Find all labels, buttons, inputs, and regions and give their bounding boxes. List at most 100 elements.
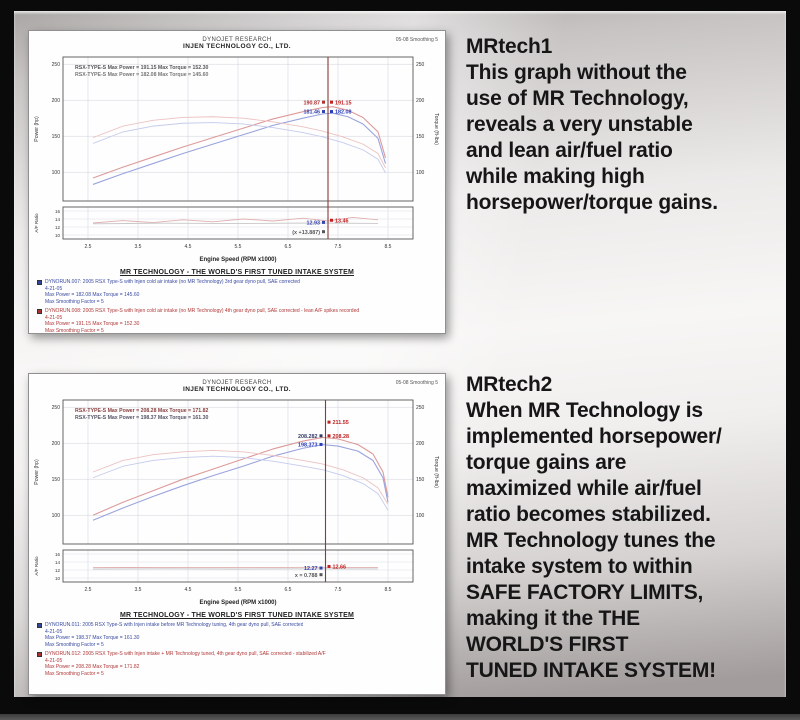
svg-text:4.5: 4.5 (185, 244, 192, 250)
svg-text:211.55: 211.55 (333, 420, 349, 426)
svg-text:A/F Ratio: A/F Ratio (34, 213, 39, 233)
chart-company-title: INJEN TECHNOLOGY CO., LTD. (182, 43, 292, 50)
dyno-chart-panel-1: DYNOJET RESEARCH INJEN TECHNOLOGY CO., L… (28, 30, 446, 334)
svg-text:Power (hp): Power (hp) (34, 116, 40, 142)
legend-text-lines: DYNORUN.011: 2005 RSX Type-S with Injen … (45, 622, 303, 648)
mrtech2-text: When MR Technology is implemented horsep… (466, 399, 722, 682)
svg-text:12.27: 12.27 (304, 566, 318, 572)
svg-text:100: 100 (416, 170, 425, 176)
mrtech1-text: This graph without the use of MR Technol… (466, 61, 718, 214)
svg-text:181.46: 181.46 (304, 110, 321, 116)
legend-line: DYNORUN.011: 2005 RSX Type-S with Injen … (45, 622, 304, 628)
svg-text:150: 150 (416, 134, 425, 140)
svg-text:12.66: 12.66 (333, 565, 347, 571)
legend-line: 4-21-05 (45, 285, 63, 292)
legend-line: Max Smoothing Factor = 5 (45, 641, 104, 648)
legend-line: Max Smoothing Factor = 5 (45, 327, 104, 334)
chart-header: DYNOJET RESEARCH INJEN TECHNOLOGY CO., L… (29, 374, 445, 398)
bottom-border-strip (0, 714, 800, 720)
legend-line: DYNORUN.008: 2005 RSX Type-S with Injen … (45, 308, 360, 314)
svg-text:RSX-TYPE-S Max Power = 191.15: RSX-TYPE-S Max Power = 191.15 Max Torque… (75, 65, 209, 71)
svg-text:6.5: 6.5 (285, 244, 292, 250)
svg-text:RSX-TYPE-S Max Power = 182.08: RSX-TYPE-S Max Power = 182.08 Max Torque… (75, 72, 209, 78)
svg-text:(x +13.887): (x +13.887) (292, 230, 320, 236)
svg-text:Power (hp): Power (hp) (34, 459, 40, 485)
legend-line: Max Power = 191.15 Max Torque = 152.30 (45, 321, 140, 327)
legend-marker-swatch (37, 309, 42, 314)
svg-text:Torque (ft-lbs): Torque (ft-lbs) (433, 456, 439, 488)
svg-text:16: 16 (55, 552, 61, 557)
mrtech2-block: MRtech2 When MR Technology is implemente… (466, 372, 792, 684)
chart-caption: MR TECHNOLOGY - THE WORLD'S FIRST TUNED … (119, 269, 355, 276)
footer-legend-row: DYNORUN.007: 2005 RSX Type-S with Injen … (37, 279, 437, 305)
legend-text-lines: DYNORUN.008: 2005 RSX Type-S with Injen … (45, 308, 359, 334)
svg-text:8.5: 8.5 (385, 587, 392, 593)
svg-text:150: 150 (52, 477, 61, 483)
footer-legend-row: DYNORUN.008: 2005 RSX Type-S with Injen … (37, 308, 437, 334)
svg-text:198.373: 198.373 (298, 443, 318, 449)
svg-text:200: 200 (52, 441, 61, 447)
dyno-vendor-title: DYNOJET RESEARCH (202, 37, 272, 43)
svg-text:Torque (ft-lbs): Torque (ft-lbs) (433, 113, 439, 145)
svg-text:250: 250 (416, 405, 425, 411)
svg-text:100: 100 (52, 513, 61, 519)
svg-text:Engine Speed (RPM x1000): Engine Speed (RPM x1000) (199, 600, 276, 606)
legend-marker-swatch (37, 652, 42, 657)
svg-text:A/F Ratio: A/F Ratio (34, 556, 39, 576)
svg-text:5.5: 5.5 (235, 587, 242, 593)
svg-text:2.5: 2.5 (85, 244, 92, 250)
svg-text:6.5: 6.5 (285, 587, 292, 593)
svg-text:150: 150 (52, 134, 61, 140)
svg-text:16: 16 (55, 209, 61, 214)
svg-text:208.282: 208.282 (298, 434, 318, 440)
svg-text:8.5: 8.5 (385, 244, 392, 250)
svg-text:2.5: 2.5 (85, 587, 92, 593)
svg-text:250: 250 (52, 405, 61, 411)
dyno-chart-panel-2: DYNOJET RESEARCH INJEN TECHNOLOGY CO., L… (28, 373, 446, 695)
svg-text:200: 200 (416, 98, 425, 104)
dyno-plot-svg: 2.5 3.5 4.5 5.5 6.5 7.5 8.5 100 100 150 150 200 200 2… (34, 56, 439, 263)
legend-marker-swatch (37, 623, 42, 628)
svg-text:250: 250 (416, 62, 425, 68)
svg-text:182.08: 182.08 (335, 110, 352, 116)
svg-text:10: 10 (55, 576, 61, 581)
legend-line: DYNORUN.012: 2005 RSX Type-S with Injen … (45, 651, 326, 657)
svg-text:250: 250 (52, 62, 61, 68)
legend-line: 4-21-05 (45, 628, 63, 635)
legend-line: 4-21-05 (45, 657, 63, 664)
legend-text-lines: DYNORUN.007: 2005 RSX Type-S with Injen … (45, 279, 300, 305)
svg-text:5.5: 5.5 (235, 244, 242, 250)
svg-text:7.5: 7.5 (335, 244, 342, 250)
legend-marker-swatch (37, 280, 42, 285)
svg-text:13.46: 13.46 (335, 218, 349, 224)
svg-text:7.5: 7.5 (335, 587, 342, 593)
legend-line: DYNORUN.007: 2005 RSX Type-S with Injen … (45, 279, 300, 285)
chart-footer-legends: DYNORUN.007: 2005 RSX Type-S with Injen … (29, 279, 445, 334)
chart-company-title: INJEN TECHNOLOGY CO., LTD. (182, 386, 292, 393)
legend-line: Max Smoothing Factor = 5 (45, 298, 104, 305)
legend-line: Max Power = 198.37 Max Torque = 161.30 (45, 635, 140, 641)
legend-line: Max Power = 208.28 Max Torque = 171.82 (45, 664, 140, 670)
chart-caption: MR TECHNOLOGY - THE WORLD'S FIRST TUNED … (119, 612, 355, 619)
svg-text:3.5: 3.5 (135, 244, 142, 250)
svg-text:200: 200 (416, 441, 425, 447)
svg-text:RSX-TYPE-S Max Power = 208.28: RSX-TYPE-S Max Power = 208.28 Max Torque… (75, 408, 209, 414)
svg-text:RSX-TYPE-S Max Power = 198.37: RSX-TYPE-S Max Power = 198.37 Max Torque… (75, 415, 209, 421)
metallic-background: DYNOJET RESEARCH INJEN TECHNOLOGY CO., L… (14, 11, 786, 697)
chart-header: DYNOJET RESEARCH INJEN TECHNOLOGY CO., L… (29, 31, 445, 55)
legend-text-lines: DYNORUN.012: 2005 RSX Type-S with Injen … (45, 651, 326, 677)
mrtech2-heading: MRtech2 (466, 373, 553, 396)
svg-text:191.15: 191.15 (335, 100, 352, 106)
legend-line: 4-21-05 (45, 314, 63, 321)
svg-text:3.5: 3.5 (135, 587, 142, 593)
svg-text:10: 10 (55, 233, 61, 238)
dyno-vendor-title: DYNOJET RESEARCH (202, 380, 272, 386)
mrtech1-heading: MRtech1 (466, 35, 553, 58)
smoothing-note: 05-08 Smoothing 5 (395, 37, 438, 43)
smoothing-note: 05-08 Smoothing 5 (395, 380, 438, 386)
svg-text:x = 0.788: x = 0.788 (295, 573, 318, 579)
svg-text:12: 12 (55, 568, 61, 573)
svg-text:200: 200 (52, 98, 61, 104)
mrtech1-block: MRtech1 This graph without the use of MR… (466, 34, 792, 216)
